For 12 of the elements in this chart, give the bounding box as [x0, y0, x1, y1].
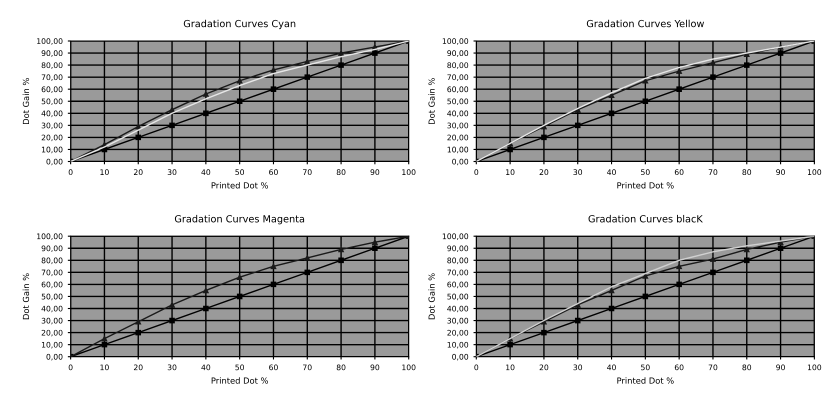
x-axis-title: Printed Dot %	[617, 377, 674, 384]
chart-title: Gradation Curves Magenta	[174, 214, 304, 224]
y-axis-title: Dot Gain %	[428, 78, 435, 124]
y-axis-title: Dot Gain %	[22, 78, 30, 124]
x-axis-title: Printed Dot %	[617, 182, 674, 189]
chart-title: Gradation Curves blacK	[588, 214, 703, 222]
chart-title: Gradation Curves Yellow	[586, 20, 704, 28]
x-axis-title: Printed Dot %	[212, 377, 268, 384]
y-axis-title: Dot Gain %	[428, 273, 435, 320]
y-axis-title: Dot Gain %	[22, 273, 30, 320]
chart-title: Gradation Curves Cyan	[184, 20, 296, 30]
x-axis-title: Printed Dot %	[212, 182, 268, 189]
